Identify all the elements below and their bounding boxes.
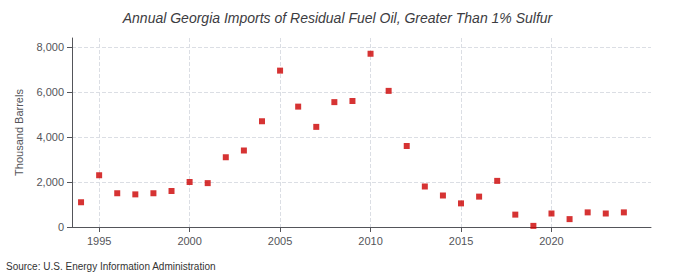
svg-text:2,000: 2,000 <box>36 176 64 188</box>
svg-text:Thousand Barrels: Thousand Barrels <box>13 89 25 176</box>
svg-text:4,000: 4,000 <box>36 131 64 143</box>
svg-text:Annual Georgia Imports of Resi: Annual Georgia Imports of Residual Fuel … <box>122 10 554 26</box>
svg-text:Source: U.S. Energy Informatio: Source: U.S. Energy Information Administ… <box>6 261 216 272</box>
svg-text:1995: 1995 <box>87 235 111 247</box>
svg-text:2020: 2020 <box>539 235 563 247</box>
svg-text:2015: 2015 <box>449 235 473 247</box>
svg-text:2000: 2000 <box>177 235 201 247</box>
svg-text:2005: 2005 <box>268 235 292 247</box>
svg-text:2010: 2010 <box>358 235 382 247</box>
svg-text:0: 0 <box>58 221 64 233</box>
svg-text:6,000: 6,000 <box>36 86 64 98</box>
svg-text:8,000: 8,000 <box>36 41 64 53</box>
